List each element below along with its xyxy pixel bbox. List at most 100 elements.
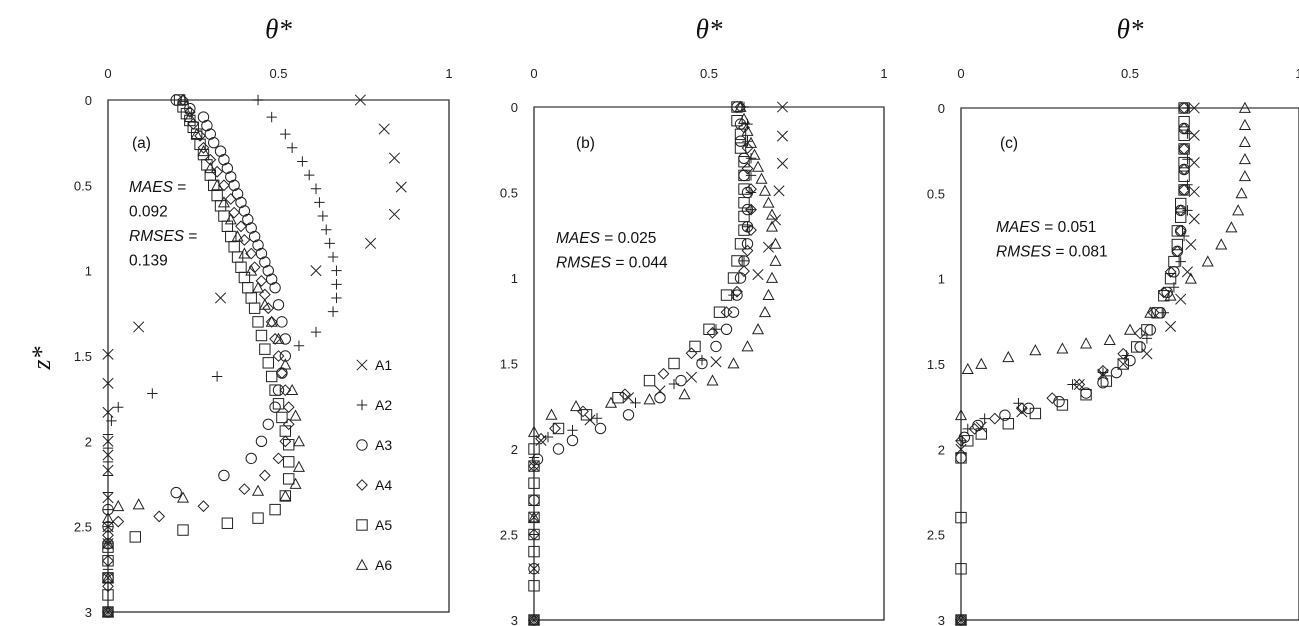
- data-point-A6: [224, 213, 237, 225]
- stats-annotation: MAES = 0.025: [556, 230, 656, 247]
- data-point-A6: [527, 511, 541, 523]
- data-point-A6: [183, 110, 196, 122]
- data-point-A6: [741, 340, 754, 352]
- legend-label: A3: [375, 437, 392, 453]
- data-point-A6: [751, 323, 765, 335]
- data-point-A6: [292, 435, 305, 447]
- data-point-A5: [255, 329, 268, 342]
- data-point-A1: [1165, 320, 1177, 333]
- data-point-A5: [1178, 115, 1190, 128]
- data-point-A2: [286, 142, 298, 153]
- data-point-A1: [769, 214, 782, 226]
- stats-annotation: RMSES =: [129, 228, 197, 245]
- data-point-A6: [751, 160, 765, 172]
- data-point-A6: [762, 288, 775, 301]
- data-point-A5: [528, 580, 540, 592]
- data-point-A3: [566, 434, 579, 447]
- data-point-A6: [758, 305, 772, 318]
- data-point-A5: [528, 477, 540, 489]
- data-point-A6: [765, 208, 779, 220]
- data-point-A6: [1164, 289, 1177, 301]
- data-point-A1: [622, 392, 635, 404]
- data-point-A5: [552, 422, 565, 435]
- series-A6: [527, 100, 782, 625]
- y-tick-label: 2.5: [74, 520, 92, 535]
- data-point-A2: [297, 156, 308, 167]
- data-point-A5: [731, 255, 743, 267]
- series-A3: [528, 101, 754, 626]
- data-point-A2: [1182, 154, 1193, 165]
- data-point-A1: [378, 123, 390, 135]
- data-point-A6: [1215, 238, 1228, 250]
- data-point-A6: [1201, 255, 1214, 267]
- series-A1: [955, 102, 1200, 626]
- data-point-A5: [228, 241, 240, 253]
- data-point-A4: [279, 435, 292, 448]
- y-tick-label: 2.5: [927, 528, 945, 543]
- data-point-A2: [979, 413, 990, 424]
- data-point-A5: [1171, 238, 1184, 251]
- data-point-A3: [654, 392, 666, 404]
- panel-label: (a): [132, 135, 151, 152]
- data-point-A1: [1073, 378, 1085, 391]
- legend-label: A4: [375, 477, 392, 493]
- data-point-A3: [170, 486, 182, 499]
- data-point-A2: [331, 292, 342, 304]
- data-point-A1: [528, 460, 540, 472]
- data-point-A6: [734, 100, 747, 112]
- data-point-A1: [776, 157, 789, 169]
- legend-marker-A5: [356, 519, 368, 531]
- data-point-A1: [214, 292, 227, 304]
- data-point-A2: [321, 224, 332, 235]
- data-point-A1: [133, 321, 145, 333]
- legend-marker-A6: [355, 558, 369, 570]
- data-point-A2: [742, 221, 753, 232]
- data-point-A1: [1188, 129, 1200, 141]
- data-point-A2: [310, 326, 322, 338]
- data-point-A6: [279, 489, 292, 501]
- data-point-A4: [1134, 327, 1147, 340]
- data-point-A3: [276, 316, 288, 328]
- data-point-A2: [567, 424, 578, 436]
- data-point-A2: [528, 529, 540, 540]
- data-point-A5: [1171, 225, 1184, 237]
- data-point-A4: [153, 510, 166, 523]
- data-point-A1: [773, 185, 785, 197]
- data-point-A2: [331, 265, 342, 276]
- legend-label: A2: [375, 397, 392, 413]
- data-point-A5: [689, 340, 701, 353]
- y-tick-label: 1: [938, 272, 945, 287]
- data-point-A4: [187, 117, 200, 130]
- data-point-A1: [388, 152, 400, 164]
- data-point-A4: [685, 347, 698, 360]
- data-point-A6: [286, 383, 299, 396]
- data-point-A6: [1225, 221, 1238, 233]
- data-point-A5: [1141, 324, 1153, 336]
- data-point-A2: [327, 251, 339, 263]
- data-point-A6: [769, 237, 782, 249]
- data-point-A6: [197, 144, 210, 157]
- data-point-A5: [1168, 255, 1180, 268]
- data-point-A2: [113, 402, 124, 413]
- data-point-A4: [738, 265, 750, 278]
- data-point-A3: [594, 422, 607, 435]
- data-point-A6: [545, 408, 558, 420]
- series-A6: [954, 101, 1251, 625]
- data-point-A4: [235, 220, 247, 233]
- data-point-A2: [630, 397, 641, 409]
- data-point-A5: [208, 179, 220, 192]
- data-point-A5: [1117, 358, 1129, 370]
- data-point-A5: [955, 563, 967, 575]
- data-point-A4: [706, 326, 719, 339]
- data-point-A5: [975, 428, 987, 440]
- data-point-A4: [731, 285, 743, 298]
- data-point-A6: [1235, 187, 1248, 199]
- stats-annotation: MAES =: [129, 179, 186, 196]
- x-axis-title: θ*: [1117, 14, 1144, 44]
- data-point-A3: [1124, 354, 1136, 367]
- data-point-A3: [269, 282, 281, 294]
- y-tick-label: 2.5: [500, 528, 518, 543]
- data-point-A1: [102, 449, 114, 461]
- data-point-A6: [238, 247, 251, 259]
- data-point-A5: [262, 357, 274, 369]
